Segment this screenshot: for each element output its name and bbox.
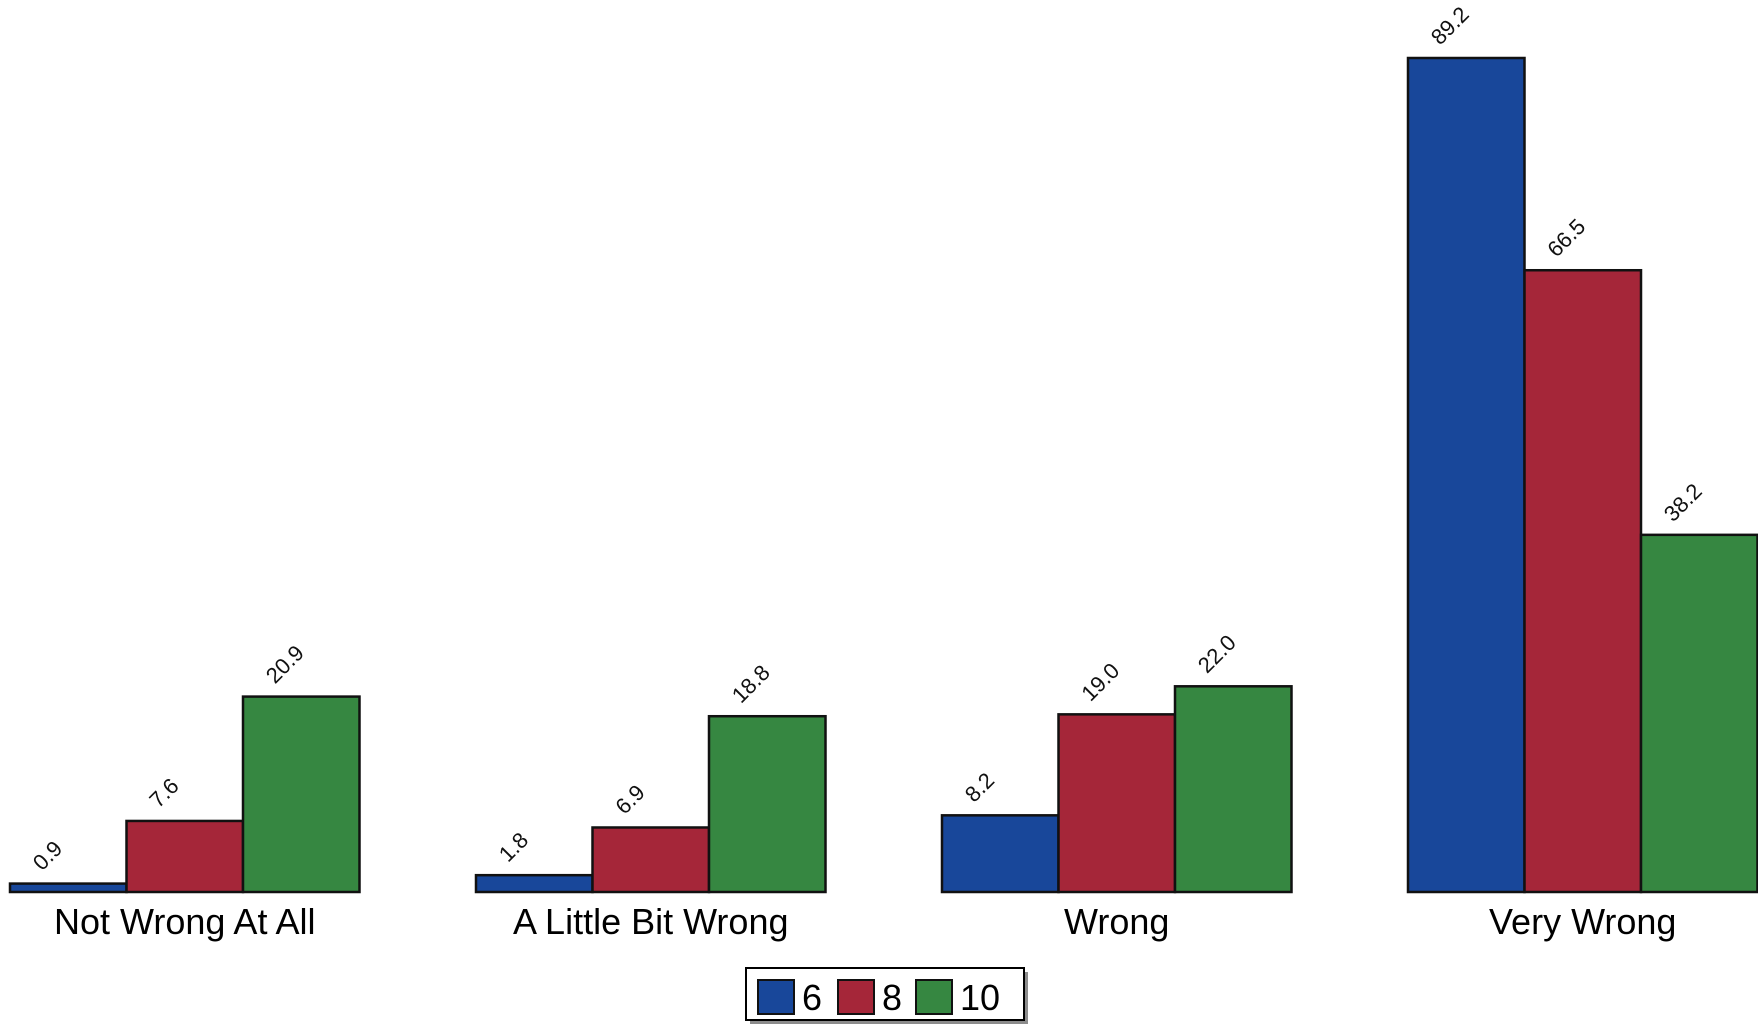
value-label-very-wrong-series-6: 89.2 xyxy=(1426,2,1474,50)
bar-a-little-bit-wrong-series-8 xyxy=(591,826,711,894)
value-label-very-wrong-series-10: 38.2 xyxy=(1659,478,1707,526)
bar-not-wrong-at-all-series-10 xyxy=(241,695,361,894)
value-label-not-wrong-at-all-series-6: 0.9 xyxy=(28,836,67,875)
bar-wrong-series-10 xyxy=(1173,685,1293,894)
value-label-a-little-bit-wrong-series-10: 18.8 xyxy=(727,660,775,708)
bar-very-wrong-series-6 xyxy=(1406,56,1526,894)
bar-very-wrong-series-10 xyxy=(1639,533,1758,894)
bar-very-wrong-series-8 xyxy=(1523,268,1643,894)
value-label-wrong-series-10: 22.0 xyxy=(1193,630,1241,678)
legend-swatch-series-6 xyxy=(757,979,795,1015)
category-label-a-little-bit-wrong: A Little Bit Wrong xyxy=(513,901,788,942)
value-label-not-wrong-at-all-series-8: 7.6 xyxy=(144,773,183,812)
value-label-wrong-series-8: 19.0 xyxy=(1076,658,1124,706)
category-label-very-wrong: Very Wrong xyxy=(1489,901,1676,942)
legend-items: 6 8 10 xyxy=(757,977,1000,1018)
legend-swatch-series-8 xyxy=(837,979,875,1015)
value-label-a-little-bit-wrong-series-6: 1.8 xyxy=(494,827,533,866)
legend-label-series-6: 6 xyxy=(802,977,822,1018)
legend-label-series-8: 8 xyxy=(882,977,902,1018)
legend-swatch-series-10 xyxy=(915,979,953,1015)
bar-wrong-series-6 xyxy=(940,814,1060,894)
bar-not-wrong-at-all-series-8 xyxy=(125,819,245,894)
bar-a-little-bit-wrong-series-6 xyxy=(474,873,594,894)
legend-label-series-10: 10 xyxy=(960,977,1000,1018)
value-label-wrong-series-6: 8.2 xyxy=(960,768,999,807)
value-label-not-wrong-at-all-series-10: 20.9 xyxy=(261,640,309,688)
value-label-a-little-bit-wrong-series-8: 6.9 xyxy=(610,780,649,819)
category-label-wrong: Wrong xyxy=(1064,901,1169,942)
category-label-not-wrong-at-all: Not Wrong At All xyxy=(54,901,315,942)
bar-wrong-series-8 xyxy=(1057,713,1177,894)
category-labels-group: Not Wrong At All A Little Bit Wrong Wrong V… xyxy=(54,901,1676,942)
bar-not-wrong-at-all-series-6 xyxy=(8,882,128,894)
value-label-very-wrong-series-8: 66.5 xyxy=(1542,214,1590,262)
legend: 6 8 10 xyxy=(745,967,1028,1024)
bar-a-little-bit-wrong-series-10 xyxy=(707,714,827,894)
bars-group xyxy=(8,56,1758,894)
